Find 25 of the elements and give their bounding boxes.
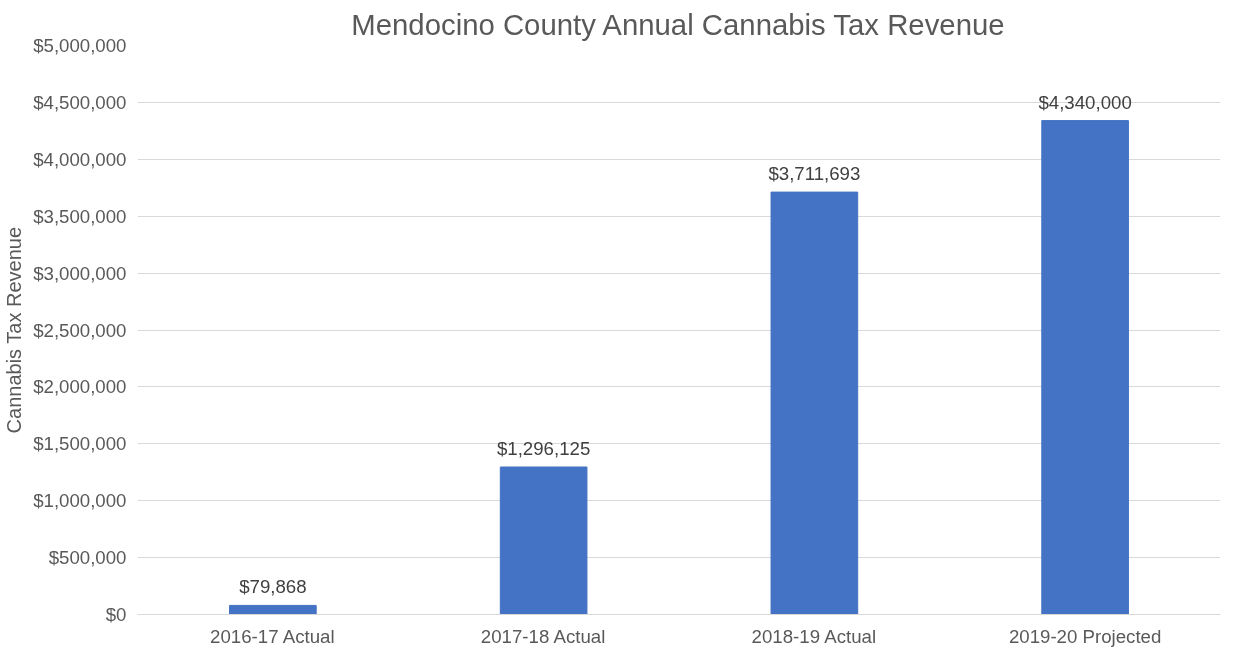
y-tick-label: $2,500,000	[33, 319, 127, 341]
y-tick-label: $5,000,000	[33, 35, 127, 56]
y-tick-label: $2,000,000	[33, 376, 127, 398]
data-label: $4,340,000	[1038, 91, 1132, 113]
y-tick-label: $500,000	[48, 547, 127, 569]
y-tick-label: $3,000,000	[33, 262, 127, 284]
x-tick-label: 2019-20 Projected	[1008, 625, 1162, 647]
x-tick-label: 2017-18 Actual	[480, 625, 606, 647]
y-axis-title: Cannabis Tax Revenue	[3, 226, 26, 434]
y-tick-label: $1,500,000	[33, 433, 127, 455]
bar	[1041, 120, 1129, 615]
y-tick-label: $1,000,000	[33, 490, 127, 512]
chart-title: Mendocino County Annual Cannabis Tax Revenue	[351, 7, 1005, 41]
x-tick-label: 2018-19 Actual	[751, 625, 877, 647]
x-tick-label: 2016-17 Actual	[210, 625, 335, 647]
y-tick-label: $3,500,000	[33, 205, 127, 227]
data-label: $1,296,125	[496, 438, 591, 459]
bar	[499, 466, 588, 615]
y-tick-label: $4,000,000	[33, 148, 127, 170]
bar	[229, 604, 317, 615]
y-tick-label: $4,500,000	[33, 91, 127, 113]
data-label: $3,711,693	[768, 163, 861, 185]
data-label: $79,868	[239, 576, 307, 598]
y-tick-label: $0	[105, 604, 127, 625]
bar	[770, 191, 859, 615]
